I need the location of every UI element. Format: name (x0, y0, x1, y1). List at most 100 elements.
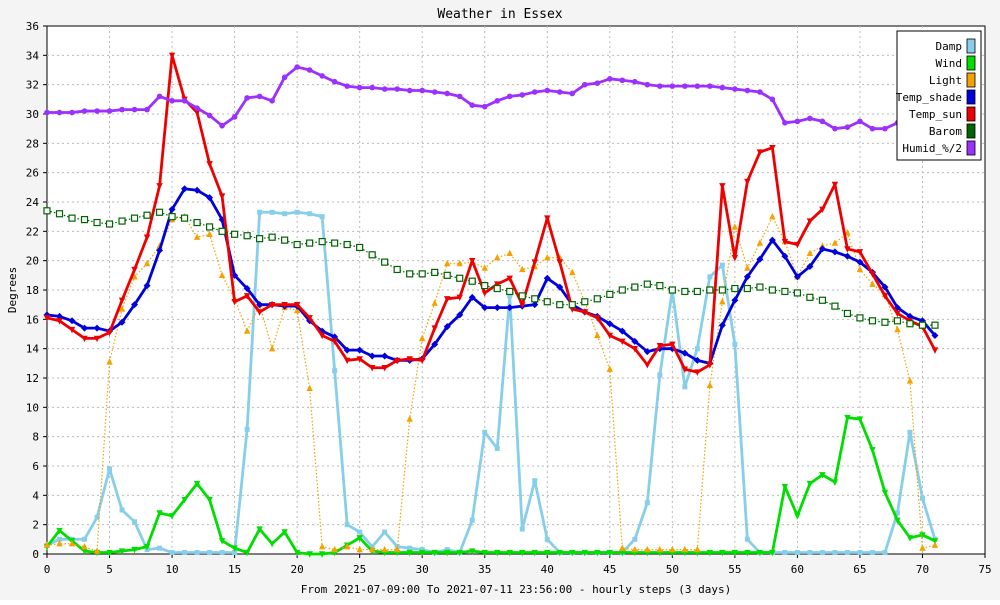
data-point-temp-sun (406, 356, 413, 363)
data-point-humid-2 (119, 106, 125, 113)
data-point-temp-shade (681, 349, 689, 357)
data-point-damp (169, 550, 175, 556)
legend-label: Wind (936, 57, 963, 70)
data-point-damp (707, 274, 713, 280)
data-point-damp (507, 293, 513, 299)
data-point-temp-sun (481, 290, 488, 297)
data-point-wind (931, 538, 939, 545)
data-point-wind (531, 549, 538, 557)
data-point-damp (832, 550, 838, 556)
chart-title: Weather in Essex (437, 7, 562, 22)
data-point-barom (668, 286, 676, 294)
data-point-barom (80, 216, 89, 224)
data-point-barom (406, 270, 414, 278)
data-point-light (719, 298, 726, 305)
data-point-light (806, 249, 814, 257)
data-point-wind (731, 549, 739, 557)
data-point-temp-sun (494, 281, 501, 288)
data-point-light (331, 545, 338, 553)
data-point-temp-sun (606, 332, 613, 340)
data-point-humid-2 (319, 73, 325, 79)
data-point-temp-shade (718, 321, 726, 329)
y-tick-label: 0 (32, 548, 39, 561)
data-point-temp-sun (93, 335, 101, 343)
data-point-light (906, 377, 914, 384)
data-point-light (869, 280, 876, 287)
legend-swatch (966, 106, 976, 122)
data-point-humid-2 (682, 83, 688, 89)
data-point-temp-shade (431, 340, 439, 348)
data-point-wind (844, 414, 851, 422)
data-point-humid-2 (144, 106, 150, 113)
data-point-barom (393, 265, 401, 274)
data-point-temp-shade (618, 327, 626, 335)
y-tick-label: 6 (32, 460, 39, 473)
data-point-light (681, 545, 689, 553)
legend-label: Humid_%/2 (902, 142, 962, 155)
data-point-barom (231, 230, 239, 238)
data-point-light (81, 542, 88, 550)
data-point-light (919, 544, 926, 551)
data-point-temp-sun (381, 365, 388, 372)
series-line-light (46, 216, 936, 552)
data-point-humid-2 (356, 84, 363, 91)
data-point-wind (481, 549, 488, 557)
y-tick-label: 28 (26, 137, 39, 150)
data-point-damp (694, 346, 700, 352)
data-point-temp-shade (881, 283, 889, 291)
data-point-humid-2 (106, 108, 113, 114)
data-point-temp-sun (806, 218, 814, 225)
data-point-wind (806, 480, 814, 488)
data-point-humid-2 (331, 78, 338, 85)
data-point-barom (831, 302, 839, 310)
data-point-barom (768, 286, 776, 294)
data-point-light (343, 542, 351, 550)
data-point-wind (719, 549, 726, 557)
data-point-humid-2 (294, 64, 300, 70)
data-point-barom (881, 318, 889, 326)
data-point-temp-sun (631, 345, 639, 353)
data-point-temp-sun (56, 318, 63, 325)
data-point-humid-2 (757, 89, 763, 95)
data-point-light (631, 545, 639, 553)
data-point-wind (794, 513, 801, 520)
data-point-damp (257, 209, 263, 215)
legend-label: Barom (929, 125, 962, 138)
data-point-barom (631, 283, 639, 291)
data-point-humid-2 (406, 87, 413, 94)
data-point-temp-shade (243, 285, 251, 293)
data-point-wind (419, 549, 426, 557)
data-point-wind (819, 472, 826, 479)
data-point-damp (57, 536, 63, 542)
data-point-barom (743, 284, 751, 293)
data-point-light (644, 545, 651, 553)
data-point-damp (157, 545, 163, 551)
data-point-damp (207, 550, 213, 556)
data-point-barom (281, 236, 289, 244)
data-point-barom (581, 298, 589, 306)
data-point-barom (130, 214, 139, 222)
data-point-wind (619, 549, 626, 557)
data-point-humid-2 (732, 86, 738, 92)
data-point-damp (282, 211, 288, 217)
legend-item-damp: Damp (936, 38, 976, 54)
data-point-temp-sun (794, 241, 801, 249)
data-point-temp-sun (831, 181, 839, 189)
data-point-wind (131, 546, 138, 554)
data-point-humid-2 (632, 78, 638, 85)
data-point-temp-shade (818, 245, 826, 253)
data-point-temp-shade (493, 304, 501, 312)
data-point-barom (693, 287, 701, 296)
data-point-light (106, 358, 113, 365)
y-tick-label: 34 (26, 49, 40, 62)
legend-item-barom: Barom (929, 123, 976, 139)
data-point-barom (506, 287, 514, 296)
data-point-light (456, 259, 463, 267)
data-point-humid-2 (219, 122, 225, 129)
data-point-light (431, 299, 438, 306)
data-point-damp (657, 372, 663, 378)
data-point-temp-sun (581, 309, 588, 316)
data-point-barom (443, 271, 451, 279)
